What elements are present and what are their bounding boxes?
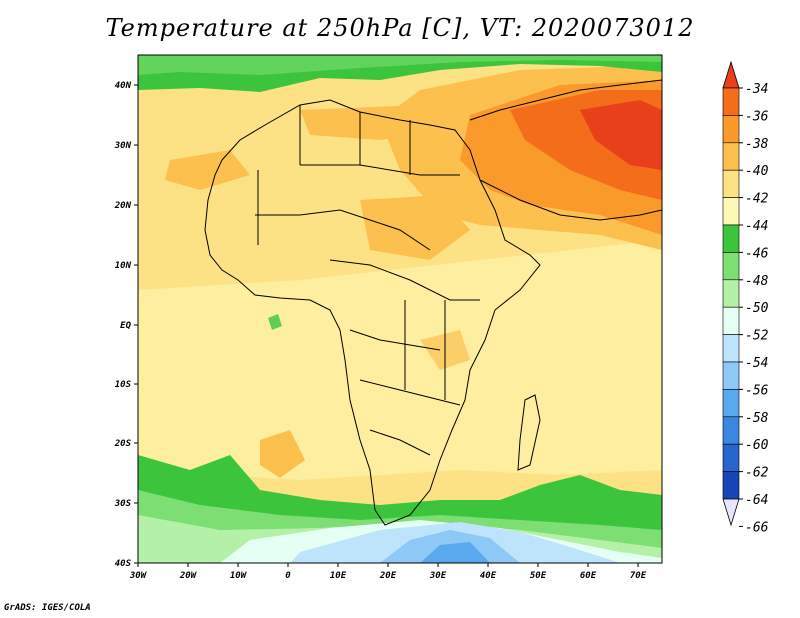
- colorbar-swatch: [722, 279, 740, 308]
- colorbar-swatch: [722, 252, 740, 281]
- colorbar-swatch: [722, 306, 740, 335]
- colorbar-label: -56: [745, 383, 769, 398]
- lat-label: 20N: [114, 201, 132, 211]
- africa-coastline: [204, 79, 662, 526]
- colorbar-swatch: [722, 443, 740, 472]
- lon-label: 10W: [230, 571, 248, 581]
- lon-label: 70E: [630, 571, 647, 581]
- lon-label: 40E: [480, 571, 497, 581]
- lon-label: 60E: [580, 571, 597, 581]
- map-frame: [137, 54, 663, 564]
- colorbar-swatch: [722, 197, 740, 226]
- lat-label: 30N: [114, 141, 132, 151]
- colorbar-swatch: [722, 87, 740, 116]
- lat-ticks: [134, 84, 138, 564]
- colorbar-label: -60: [745, 438, 769, 453]
- colorbar-swatch: [722, 361, 740, 390]
- colorbar-label: -50: [745, 301, 769, 316]
- colorbar-label: -66: [745, 520, 769, 535]
- colorbar-label: -46: [745, 246, 769, 261]
- lat-labels: 40N 30N 20N 10N EQ 10S 20S 30S 40S: [114, 81, 132, 569]
- colorbar-label: -62: [745, 466, 769, 481]
- lon-ticks: [137, 563, 639, 567]
- colorbar-swatch: [722, 115, 740, 144]
- lat-label: 40S: [115, 559, 132, 569]
- lon-label: 30W: [129, 571, 148, 581]
- colorbar-swatch: [722, 142, 740, 171]
- lon-labels: 30W 20W 10W 0 10E 20E 30E 40E 50E 60E 70…: [129, 571, 647, 581]
- colorbar-swatch: [722, 334, 740, 363]
- colorbar-bottom-arrow: [722, 498, 740, 527]
- grads-credit: GrADS: IGES/COLA: [4, 603, 91, 613]
- colorbar-swatch: [722, 471, 740, 500]
- colorbar-label: -54: [745, 356, 768, 371]
- colorbar-label: -42: [745, 192, 769, 207]
- colorbar-label: -38: [745, 137, 769, 152]
- colorbar-swatch: [722, 169, 740, 198]
- lat-label: EQ: [120, 321, 131, 331]
- colorbar-swatch: [722, 416, 740, 445]
- map-title: Temperature at 250hPa [C], VT: 202007301…: [105, 14, 695, 42]
- lon-label: 50E: [530, 571, 547, 581]
- colorbar-label: -40: [745, 164, 769, 179]
- colorbar-top-arrow: [722, 60, 740, 89]
- lat-label: 20S: [114, 439, 132, 449]
- colorbar-label: -36: [745, 109, 769, 124]
- lon-label: 10E: [330, 571, 347, 581]
- colorbar-label: -34: [745, 82, 768, 97]
- temperature-field: [138, 55, 662, 563]
- lon-label: 20E: [379, 571, 397, 581]
- lat-label: 40N: [115, 81, 132, 91]
- colorbar-swatch: [722, 224, 740, 253]
- lon-label: 0: [285, 571, 291, 581]
- colorbar-label: -52: [745, 329, 769, 344]
- colorbar-swatch: [722, 389, 740, 418]
- colorbar: -34 -36 -38 -40 -42 -44 -46 -48 -50 -52 -54 -56 -58 -…: [722, 60, 769, 535]
- colorbar-label: -44: [745, 219, 768, 234]
- colorbar-label: -64: [745, 493, 768, 508]
- lat-label: 10S: [115, 380, 132, 390]
- colorbar-label: -58: [745, 411, 769, 426]
- lat-label: 30S: [114, 499, 132, 509]
- colorbar-label: -48: [745, 274, 769, 289]
- lon-label: 20W: [179, 571, 198, 581]
- lat-label: 10N: [115, 261, 132, 271]
- lon-label: 30E: [429, 571, 447, 581]
